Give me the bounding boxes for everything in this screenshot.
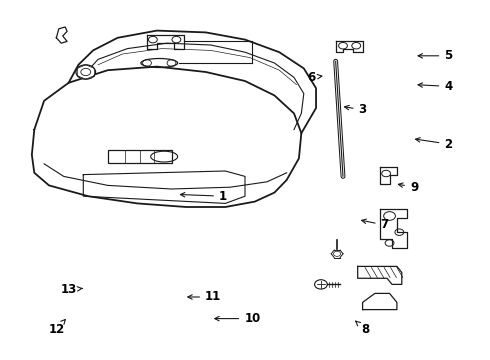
Circle shape <box>315 280 327 289</box>
Text: 7: 7 <box>362 219 389 231</box>
Text: 10: 10 <box>215 312 261 325</box>
Circle shape <box>76 65 96 79</box>
Text: 8: 8 <box>356 321 369 336</box>
Text: 2: 2 <box>416 138 452 150</box>
Text: 12: 12 <box>48 319 65 336</box>
Text: 3: 3 <box>344 103 367 116</box>
Text: 6: 6 <box>307 71 322 84</box>
Text: 4: 4 <box>418 80 452 93</box>
Text: 9: 9 <box>398 181 418 194</box>
Text: 5: 5 <box>418 49 452 62</box>
Text: 13: 13 <box>60 283 82 296</box>
Text: 1: 1 <box>180 190 227 203</box>
Text: 11: 11 <box>188 291 221 303</box>
